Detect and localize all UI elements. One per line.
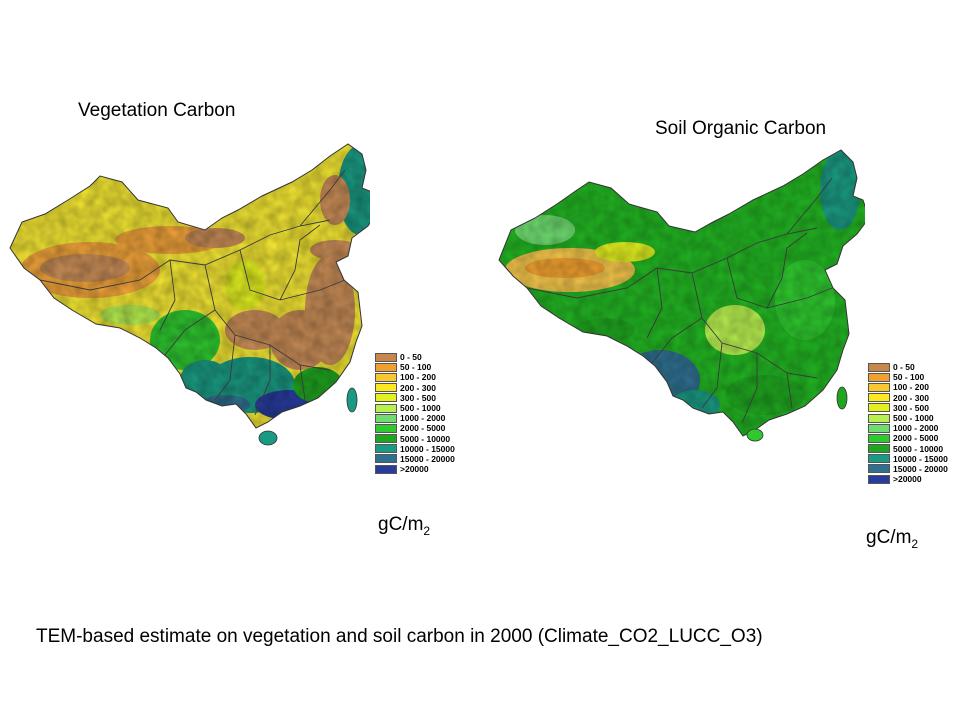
legend-swatch	[375, 413, 397, 423]
legend-label: 0 - 50	[893, 362, 915, 373]
legend-item: >20000	[375, 464, 455, 474]
legend-label: 2000 - 5000	[400, 423, 446, 434]
legend-label: 15000 - 20000	[893, 463, 948, 474]
legend-swatch	[375, 352, 397, 362]
legend-label: 0 - 50	[400, 352, 422, 363]
soil-organic-carbon-unit: gC/m2	[866, 527, 918, 551]
legend-label: 2000 - 5000	[893, 433, 939, 444]
soil-organic-carbon-title: Soil Organic Carbon	[655, 118, 827, 139]
legend-label: 100 - 200	[400, 372, 436, 383]
legend-item: 100 - 200	[375, 372, 455, 382]
unit-exponent: 2	[911, 536, 919, 551]
legend-label: 5000 - 10000	[400, 433, 451, 444]
legend-swatch	[868, 403, 890, 413]
legend-swatch	[375, 362, 397, 372]
legend-swatch	[375, 393, 397, 403]
legend-swatch	[868, 393, 890, 403]
legend-swatch	[375, 434, 397, 444]
legend-label: 50 - 100	[400, 362, 432, 373]
legend-swatch	[868, 464, 890, 474]
vegetation-carbon-map	[9, 143, 370, 446]
figure-caption: TEM-based estimate on vegetation and soi…	[36, 626, 763, 647]
legend-item: 500 - 1000	[868, 413, 948, 423]
legend-item: 10000 - 15000	[375, 444, 455, 454]
legend-swatch	[375, 423, 397, 433]
legend-swatch	[375, 444, 397, 454]
legend-swatch	[868, 433, 890, 443]
legend-item: 300 - 500	[868, 403, 948, 413]
legend-swatch	[375, 372, 397, 382]
vegetation-carbon-title: Vegetation Carbon	[78, 100, 236, 121]
legend-item: 50 - 100	[375, 362, 455, 372]
legend-label: 300 - 500	[893, 402, 929, 413]
legend-label: 1000 - 2000	[893, 423, 939, 434]
legend-label: 15000 - 20000	[400, 453, 455, 464]
legend-label: 200 - 300	[893, 392, 929, 403]
legend-label: 10000 - 15000	[893, 453, 948, 464]
legend-item: 100 - 200	[868, 382, 948, 392]
legend-label: 500 - 1000	[400, 403, 441, 414]
legend-swatch	[868, 423, 890, 433]
legend-label: 50 - 100	[893, 372, 925, 383]
legend-label: 1000 - 2000	[400, 413, 446, 424]
legend-label: 500 - 1000	[893, 413, 934, 424]
legend-label: 5000 - 10000	[893, 443, 944, 454]
legend-label: 300 - 500	[400, 392, 436, 403]
legend-swatch	[375, 454, 397, 464]
legend-item: 10000 - 15000	[868, 454, 948, 464]
legend-item: 300 - 500	[375, 393, 455, 403]
legend-item: 500 - 1000	[375, 403, 455, 413]
legend-item: 5000 - 10000	[868, 444, 948, 454]
legend-item: 200 - 300	[375, 383, 455, 393]
legend-item: 15000 - 20000	[868, 464, 948, 474]
soil-organic-carbon-map	[498, 149, 865, 442]
legend-swatch	[375, 403, 397, 413]
vegetation-carbon-unit: gC/m2	[378, 514, 430, 538]
legend-swatch	[868, 372, 890, 382]
legend-item: 1000 - 2000	[375, 413, 455, 423]
legend-swatch	[868, 474, 890, 484]
legend-item: 0 - 50	[375, 352, 455, 362]
legend-swatch	[868, 382, 890, 392]
legend-label: >20000	[893, 474, 922, 485]
vegetation-carbon-legend: 0 - 50 50 - 100 100 - 200 200 - 300 300 - 50…	[375, 352, 455, 474]
legend-label: 200 - 300	[400, 382, 436, 393]
legend-swatch	[868, 362, 890, 372]
legend-item: 5000 - 10000	[375, 434, 455, 444]
unit-base: gC/m	[378, 514, 424, 535]
legend-item: 200 - 300	[868, 393, 948, 403]
unit-exponent: 2	[423, 523, 431, 538]
legend-swatch	[375, 464, 397, 474]
legend-item: 15000 - 20000	[375, 454, 455, 464]
legend-item: 50 - 100	[868, 372, 948, 382]
legend-swatch	[868, 454, 890, 464]
legend-item: >20000	[868, 474, 948, 484]
legend-label: 100 - 200	[893, 382, 929, 393]
legend-swatch	[868, 413, 890, 423]
legend-swatch	[375, 383, 397, 393]
legend-item: 0 - 50	[868, 362, 948, 372]
legend-label: 10000 - 15000	[400, 443, 455, 454]
legend-item: 2000 - 5000	[375, 423, 455, 433]
unit-base: gC/m	[866, 527, 912, 548]
legend-item: 2000 - 5000	[868, 433, 948, 443]
legend-item: 1000 - 2000	[868, 423, 948, 433]
legend-label: >20000	[400, 464, 429, 475]
soil-organic-carbon-legend: 0 - 50 50 - 100 100 - 200 200 - 300 300 - 50…	[868, 362, 948, 484]
legend-swatch	[868, 444, 890, 454]
